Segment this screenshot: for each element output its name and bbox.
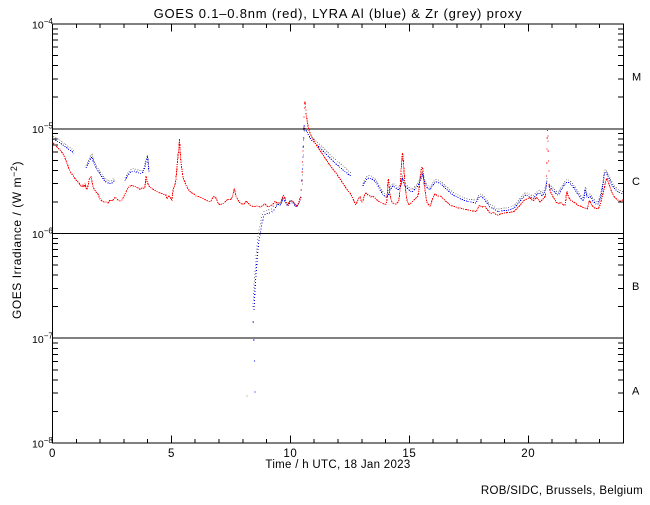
svg-text:Time / h UTC, 18 Jan 2023: Time / h UTC, 18 Jan 2023 (265, 459, 410, 471)
svg-text:GOES 0.1–0.8nm (red), LYRA Al: GOES 0.1–0.8nm (red), LYRA Al (blue) & Z… (154, 6, 523, 21)
svg-text:B: B (632, 281, 639, 293)
svg-text:M: M (632, 71, 641, 83)
svg-text:0: 0 (49, 448, 56, 460)
svg-text:15: 15 (402, 448, 416, 460)
svg-text:5: 5 (168, 448, 175, 460)
svg-text:A: A (632, 386, 640, 398)
svg-text:ROB/SIDC, Brussels, Belgium: ROB/SIDC, Brussels, Belgium (481, 485, 643, 497)
svg-text:20: 20 (521, 448, 535, 460)
svg-text:C: C (632, 176, 640, 188)
svg-text:10: 10 (283, 448, 297, 460)
svg-text:GOES Irradiance / (W m−2): GOES Irradiance / (W m−2) (9, 161, 24, 319)
